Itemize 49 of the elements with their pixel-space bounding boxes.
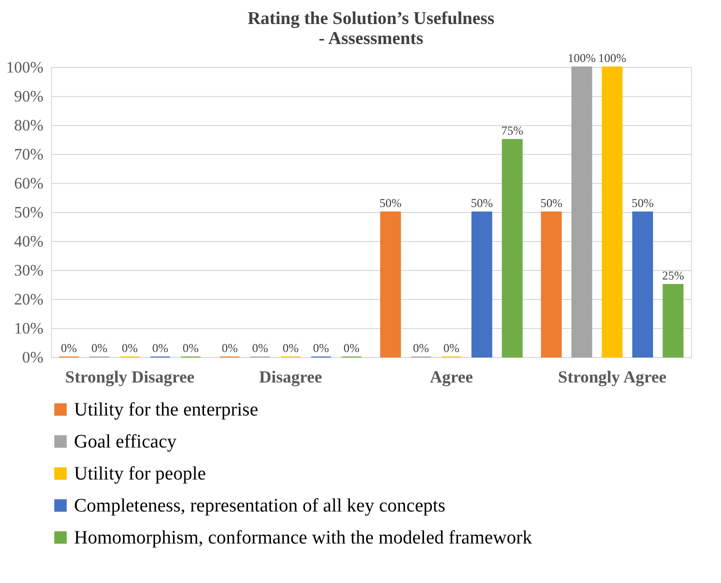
data-label: 0% xyxy=(313,341,330,355)
x-tick-label: Strongly Agree xyxy=(558,368,667,386)
data-label: 0% xyxy=(443,341,460,355)
x-tick-label: Strongly Disagree xyxy=(65,368,195,386)
y-tick-label: 30% xyxy=(14,262,44,280)
legend-label: Goal efficacy xyxy=(74,432,178,452)
chart-title: Rating the Solution’s Usefulness - Assessments xyxy=(248,8,494,48)
legend-label: Completeness, representation of all key concepts xyxy=(74,496,446,516)
y-tick-label: 60% xyxy=(14,176,44,192)
legend-label: Utility for people xyxy=(74,464,206,484)
x-tick-label: Disagree xyxy=(259,368,323,386)
y-tick-label: 50% xyxy=(14,204,44,222)
data-label: 0% xyxy=(222,341,238,355)
data-label: 50% xyxy=(632,196,654,210)
y-tick-label: 20% xyxy=(14,292,44,308)
y-tick-label: 80% xyxy=(14,118,44,134)
bar xyxy=(502,139,523,358)
data-label: 0% xyxy=(282,341,299,355)
data-label: 100% xyxy=(598,51,626,65)
y-tick-label: 0% xyxy=(22,350,44,366)
data-label: 0% xyxy=(412,341,429,355)
data-label: 0% xyxy=(60,341,77,355)
legend-label: Utility for the enterprise xyxy=(74,400,258,420)
y-tick-label: 90% xyxy=(14,88,44,106)
bar xyxy=(380,212,401,358)
data-label: 0% xyxy=(122,341,138,355)
data-label: 0% xyxy=(182,341,199,355)
bar xyxy=(571,66,592,358)
data-label: 0% xyxy=(91,341,108,355)
bar xyxy=(471,212,492,358)
y-tick-label: 40% xyxy=(14,234,44,250)
y-tick-label: 100% xyxy=(6,60,44,76)
data-label: 50% xyxy=(540,196,562,210)
data-label: 0% xyxy=(343,341,360,355)
legend-label: Homomorphism, conformance with the modeled framework xyxy=(74,528,532,548)
data-label: 100% xyxy=(568,51,596,65)
y-tick-label: 10% xyxy=(14,320,44,338)
data-label: 25% xyxy=(662,268,684,282)
data-label: 0% xyxy=(152,341,168,355)
bar xyxy=(632,212,654,358)
y-tick-label: 70% xyxy=(14,146,44,164)
x-tick-label: Agree xyxy=(430,368,474,386)
data-label: 50% xyxy=(470,196,493,210)
bar xyxy=(540,212,562,358)
data-label: 75% xyxy=(501,124,524,138)
data-label: 0% xyxy=(252,341,268,355)
data-label: 50% xyxy=(380,196,402,210)
bar xyxy=(602,66,623,358)
bar xyxy=(662,284,684,358)
